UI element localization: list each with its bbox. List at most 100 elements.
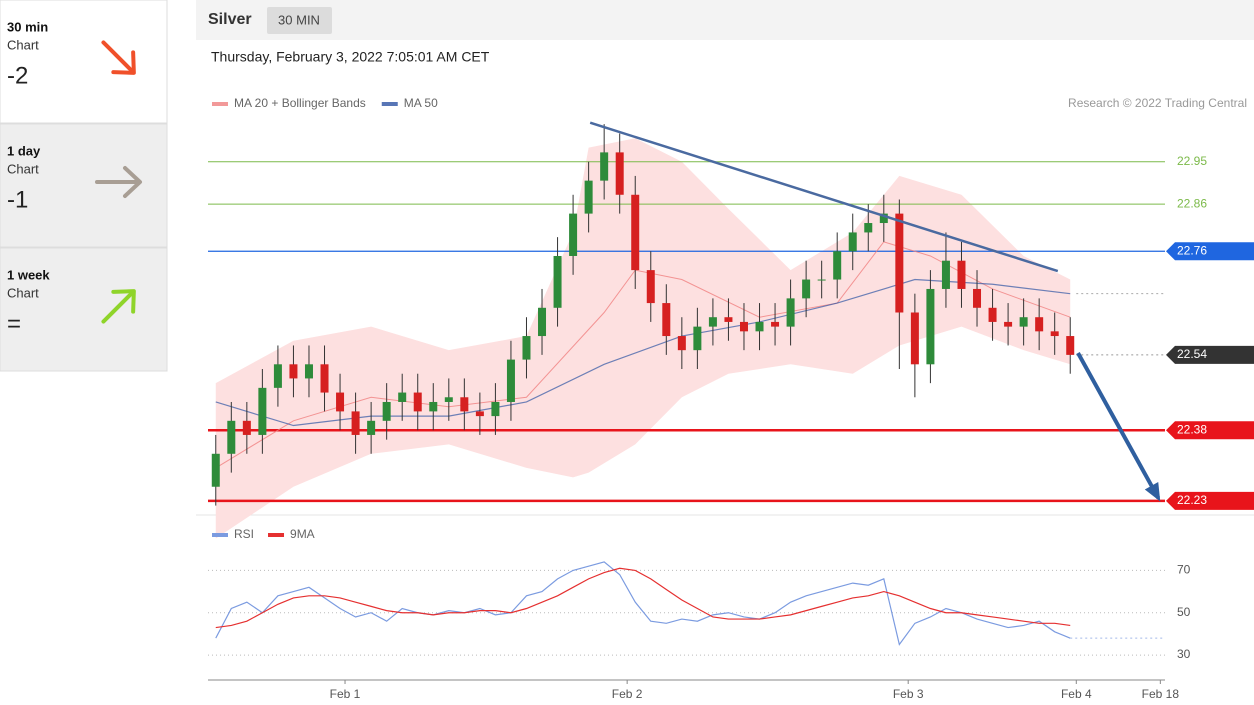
candle-body [211,453,220,487]
candle-body [444,397,453,402]
signal-panel[interactable]: 1 day Chart -1 [0,123,168,248]
candle-body [227,420,236,454]
panel-bg [0,247,168,372]
plot: 22.95 22.86 22.76 22.54 22.38 22.23 MA 20 + Bo… [208,96,1254,701]
candle-body [802,279,811,299]
trend-arrow [101,40,136,75]
trend-arrow [95,166,142,198]
timeframe[interactable]: 30 MIN [278,12,320,27]
candle-body [242,420,251,435]
x-tick-label: Feb 2 [612,687,643,701]
candle-body [273,364,282,388]
candle-body [367,420,376,435]
candle-body [988,307,997,322]
signal-panel[interactable]: 1 week Chart = [0,247,168,372]
candle-body [879,213,888,224]
period: 1 week [7,267,50,282]
candle-body [755,321,764,332]
candle-body [258,387,267,435]
candle-body [382,401,391,421]
panel-label: Chart [7,285,39,300]
legend-label: MA 50 [404,96,438,110]
candle-body [926,288,935,365]
price-tag [1166,242,1254,261]
candle-body [848,232,857,252]
candle-body [584,180,593,214]
signal-panel[interactable]: 30 min Chart -2 [0,0,168,124]
instrument: Silver [208,11,252,28]
arrow-head [111,50,136,75]
candle-body [708,317,717,327]
candle-body [833,251,842,280]
arrow-head [123,166,142,198]
panel-label: Chart [7,161,39,176]
price-tag [1166,491,1254,510]
candle-body [320,364,329,393]
legend-label: MA 20 + Bollinger Bands [234,96,366,110]
candle-body [677,336,686,351]
x-tick-label: Feb 1 [330,687,361,701]
candle-body [817,279,826,281]
timeframe-chip[interactable] [267,7,332,34]
x-tick-label: Feb 18 [1142,687,1180,701]
candle-body [429,401,438,412]
price-level-label: 22.76 [1177,243,1207,257]
header-bar [196,0,1254,40]
arrow-shaft [101,40,136,75]
candle-body [895,213,904,313]
candle-body [1035,317,1044,332]
sidebar: 30 min Chart -2 1 day Chart -1 1 week Chart = [0,0,168,372]
candle-body [475,411,484,417]
candle-body [553,255,562,308]
timestamp: Thursday, February 3, 2022 7:05:01 AM CE… [211,49,490,65]
arrow-head [111,289,136,314]
rsi-line [215,561,1071,646]
candle-body [304,364,313,379]
candle-body [600,152,609,181]
period: 1 day [7,143,41,158]
price-level-label: 22.86 [1177,196,1207,210]
arrow-shaft [101,289,136,324]
candle-body [693,326,702,351]
candle-body [631,194,640,271]
candle-body [771,321,780,327]
credit: Research © 2022 Trading Central [1068,96,1247,110]
price-level-label: 22.95 [1177,154,1207,168]
y-tick-label: 30 [1177,647,1191,661]
legend-label: 9MA [290,527,315,541]
candle-body [506,359,515,402]
y-tick-label: 70 [1177,563,1191,577]
candle-body [413,392,422,412]
candle-body [786,298,795,327]
candle-body [957,260,966,289]
score: -1 [7,186,28,213]
candle-body [910,312,919,365]
candle-body [615,152,624,195]
panel-label: Chart [7,37,39,52]
candle-body [522,336,531,360]
candle-body [724,317,733,322]
price-level-label: 22.54 [1177,347,1207,361]
trend-arrow [1076,352,1161,500]
y-tick-label: 50 [1177,605,1191,619]
x-tick-label: Feb 3 [893,687,924,701]
candle-body [1066,336,1075,355]
candle-body [351,411,360,435]
candle-body [289,364,298,379]
price-level-label: 22.38 [1177,422,1207,436]
candle-body [646,270,655,304]
candle-body [1050,331,1059,337]
candle-body [491,401,500,417]
price-level-label: 22.23 [1177,493,1207,507]
candle-body [941,260,950,289]
rsi-line [215,567,1071,629]
candle-body [864,223,873,233]
candle-body [1019,317,1028,327]
candle-body [569,213,578,256]
bollinger-band [215,138,1071,539]
arrow-head [1144,482,1161,502]
legend-label: RSI [234,527,254,541]
candle-body [739,321,748,332]
panel-bg [0,0,168,124]
